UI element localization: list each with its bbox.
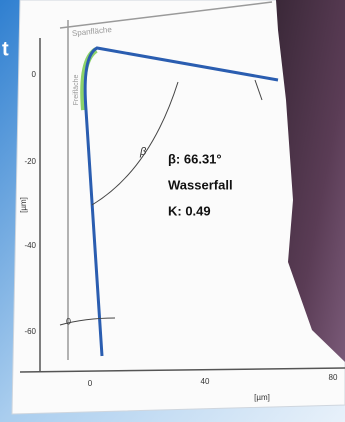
x-tick-label: 80 (329, 373, 338, 382)
angle-label: β: 66.31° (168, 151, 222, 166)
y-tick-label: -40 (24, 241, 36, 250)
y-tick-label: -20 (24, 157, 36, 166)
y-tick-label: 0 (32, 70, 37, 79)
flank-face-label: Freifläche (73, 75, 80, 106)
x-unit: [µm] (254, 393, 270, 402)
k-label: K: 0.49 (168, 203, 211, 218)
page: {"banner_text": "t", "chart": { "rake_fa… (0, 0, 345, 422)
x-tick-label: 40 (201, 377, 210, 386)
profile-type: Wasserfall (168, 177, 233, 192)
y-tick-label: -60 (24, 327, 36, 336)
small-label: 0 (66, 316, 71, 326)
screenshot: t Spanfläche Freifläche β 0 β: 66.31° Wa… (0, 0, 345, 422)
x-tick-label: 0 (88, 379, 93, 388)
banner-text: t (2, 38, 9, 60)
arc-symbol: β (139, 146, 147, 158)
y-unit: [µm] (19, 197, 28, 213)
